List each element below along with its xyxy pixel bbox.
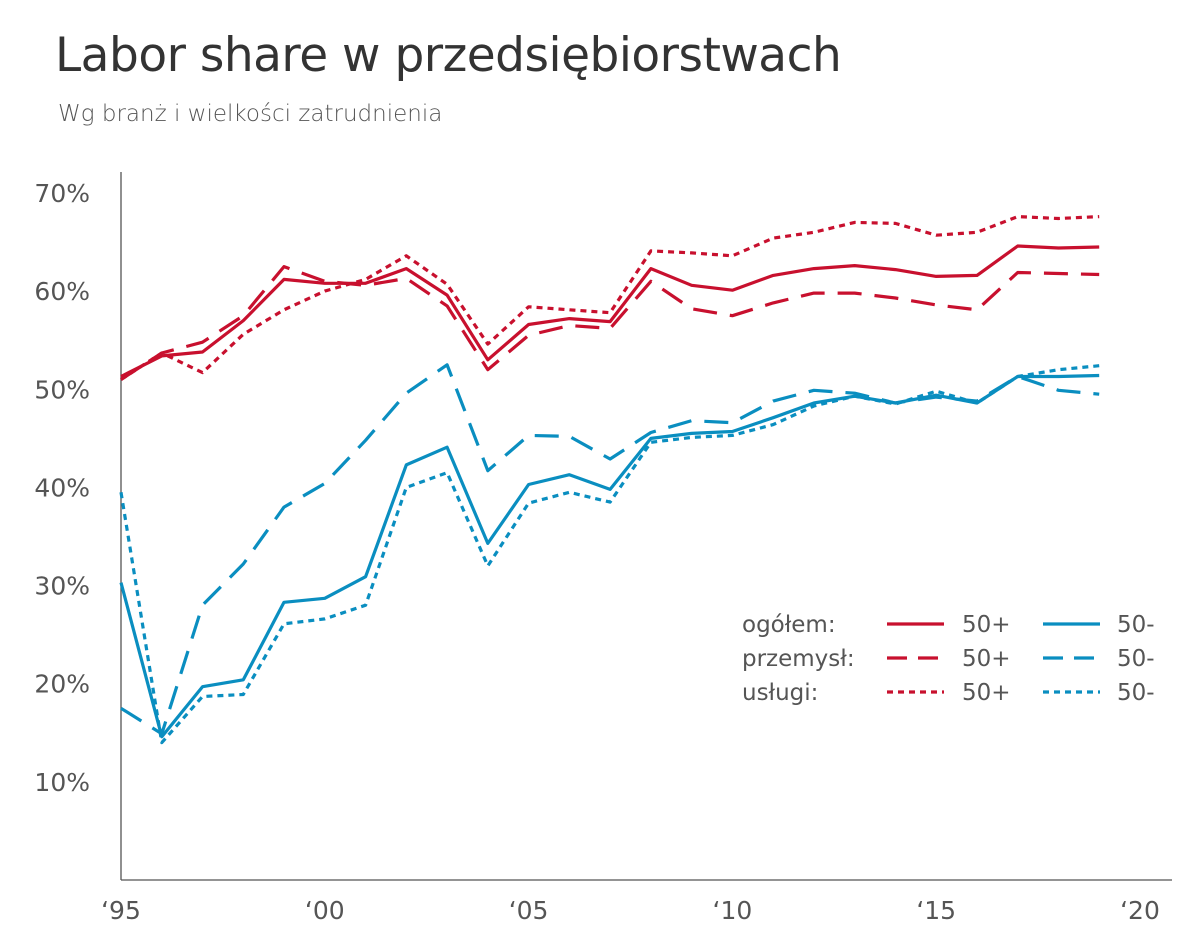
legend-size-label: 50-	[1117, 646, 1155, 672]
series-line-ogółem-small	[119, 373, 1100, 739]
chart-title: Labor share w przedsiębiorstwach	[55, 28, 842, 83]
legend-size-label: 50+	[962, 680, 1011, 706]
axes	[120, 172, 1172, 881]
x-tick-label: ‘95	[101, 896, 141, 925]
y-tick-label: 10%	[34, 768, 90, 797]
series-line-przemysł-small	[120, 363, 1100, 736]
series-line-przemysł-large	[120, 265, 1100, 381]
legend-size-label: 50-	[1117, 680, 1155, 706]
y-tick-label: 30%	[34, 572, 90, 601]
y-tick-label: 50%	[34, 375, 90, 404]
y-tick-label: 20%	[34, 670, 90, 699]
legend-size-label: 50+	[962, 646, 1011, 672]
legend-row-label: ogółem:	[742, 612, 836, 638]
y-tick-label: 40%	[34, 473, 90, 502]
chart-subtitle: Wg branż i wielkości zatrudnienia	[58, 101, 443, 127]
x-axis-ticks: ‘95 ‘00 ‘05 ‘10 ‘15 ‘20	[101, 896, 1160, 925]
legend-row-label: przemysł:	[742, 646, 855, 672]
x-tick-label: ‘15	[916, 896, 956, 925]
series-line-ogółem-large	[120, 244, 1100, 378]
legend-size-label: 50-	[1117, 612, 1155, 638]
y-tick-label: 60%	[34, 277, 90, 306]
legend-size-label: 50+	[962, 612, 1011, 638]
series-lines	[119, 215, 1100, 745]
x-tick-label: ‘05	[509, 896, 549, 925]
series-line-usługi-large	[120, 215, 1100, 381]
series-line-usługi-small	[119, 364, 1100, 745]
y-tick-label: 70%	[34, 179, 90, 208]
x-tick-label: ‘10	[713, 896, 753, 925]
legend-row-label: usługi:	[742, 680, 818, 706]
x-tick-label: ‘00	[305, 896, 345, 925]
x-tick-label: ‘20	[1120, 896, 1160, 925]
legend: ogółem: 50+ 50- przemysł: 50+ 50- usługi: 50+ 50…	[742, 612, 1155, 706]
y-axis-ticks: 10% 20% 30% 40% 50% 60% 70%	[34, 179, 90, 797]
